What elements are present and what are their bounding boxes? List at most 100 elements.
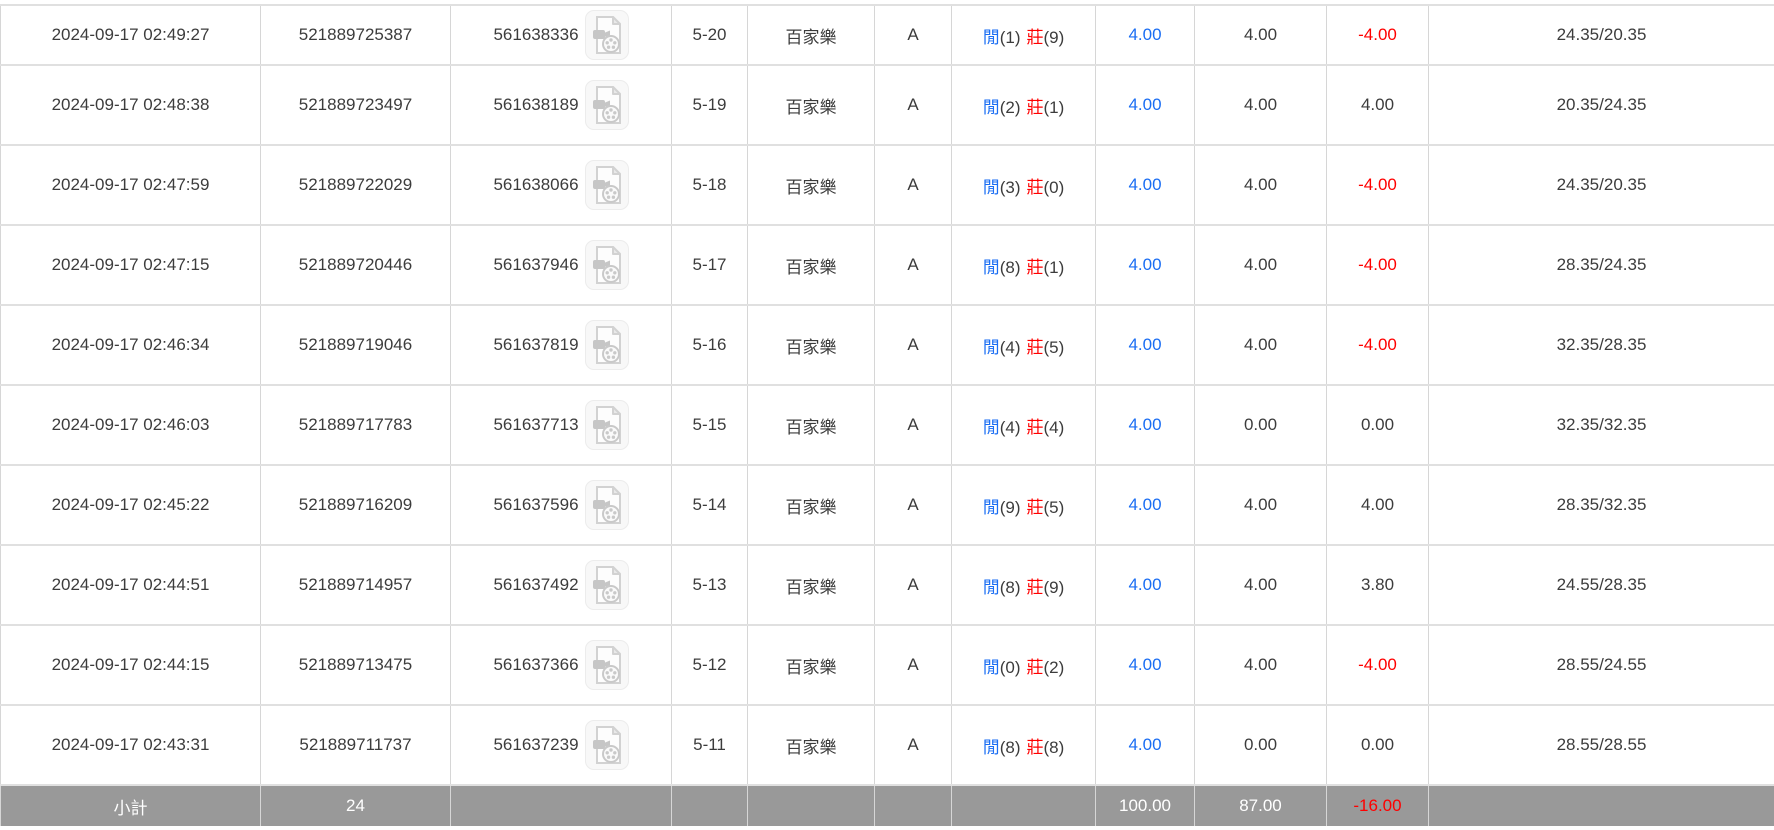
banker-result-score: (1): [1043, 257, 1065, 277]
bet-time: 2024-09-17 02:47:15: [0, 224, 261, 306]
banker-result-score: (8): [1043, 737, 1065, 757]
win-loss: -4.00: [1326, 144, 1429, 226]
subtotal-label: 小計: [0, 784, 261, 826]
win-loss: -4.00: [1326, 624, 1429, 706]
game-type: 百家樂: [747, 704, 875, 786]
game-id-cell: 561637713: [450, 384, 672, 466]
video-file-icon: [592, 486, 621, 524]
game-id-text: 561637596: [493, 495, 579, 514]
bet-time: 2024-09-17 02:45:22: [0, 464, 261, 546]
bet-time: 2024-09-17 02:44:15: [0, 624, 261, 706]
player-result-score: (0): [999, 657, 1021, 677]
balance: 28.55/24.55: [1428, 624, 1774, 706]
banker-result-score: (1): [1043, 97, 1065, 117]
game-id-text: 561637492: [493, 575, 579, 594]
balance: 32.35/32.35: [1428, 384, 1774, 466]
table-row: 2024-09-17 02:45:22 521889716209 5616375…: [0, 464, 1774, 546]
banker-result-score: (5): [1043, 497, 1065, 517]
valid-amount: 4.00: [1194, 64, 1327, 146]
round-number: 5-17: [671, 224, 748, 306]
valid-amount: 4.00: [1194, 464, 1327, 546]
video-file-icon: [592, 566, 621, 604]
subtotal-row: 小計 24 100.00 87.00 -16.00: [0, 784, 1774, 826]
valid-amount: 4.00: [1194, 144, 1327, 226]
bet-time: 2024-09-17 02:46:03: [0, 384, 261, 466]
banker-result-label: 莊: [1026, 417, 1044, 437]
game-id-text: 561637366: [493, 655, 579, 674]
balance: 28.55/28.55: [1428, 704, 1774, 786]
table-code: A: [874, 624, 952, 706]
balance: 28.35/32.35: [1428, 464, 1774, 546]
table-code: A: [874, 144, 952, 226]
game-type: 百家樂: [747, 384, 875, 466]
banker-result-score: (9): [1043, 27, 1065, 47]
game-result: 閒(0) 莊(2): [951, 624, 1096, 706]
win-loss: 4.00: [1326, 64, 1429, 146]
player-result-score: (3): [999, 177, 1021, 197]
video-replay-button[interactable]: [584, 10, 629, 60]
table-code: A: [874, 64, 952, 146]
game-result: 閒(4) 莊(4): [951, 384, 1096, 466]
game-id-cell: 561637596: [450, 464, 672, 546]
game-id-text: 561638066: [493, 175, 579, 194]
game-type: 百家樂: [747, 544, 875, 626]
round-number: 5-14: [671, 464, 748, 546]
round-number: 5-15: [671, 384, 748, 466]
balance: 32.35/28.35: [1428, 304, 1774, 386]
video-replay-button[interactable]: [584, 560, 629, 610]
banker-result-label: 莊: [1026, 337, 1044, 357]
banker-result-label: 莊: [1026, 27, 1044, 47]
game-result: 閒(8) 莊(8): [951, 704, 1096, 786]
valid-amount: 4.00: [1194, 4, 1327, 66]
game-id-cell: 561638066: [450, 144, 672, 226]
bet-amount: 4.00: [1095, 144, 1195, 226]
banker-result-label: 莊: [1026, 497, 1044, 517]
bet-time: 2024-09-17 02:43:31: [0, 704, 261, 786]
game-result: 閒(2) 莊(1): [951, 64, 1096, 146]
table-row: 2024-09-17 02:49:27 521889725387 5616383…: [0, 4, 1774, 66]
player-result-score: (9): [999, 497, 1021, 517]
win-loss: -4.00: [1326, 4, 1429, 66]
video-replay-button[interactable]: [584, 480, 629, 530]
player-result-label: 閒: [982, 577, 1000, 597]
player-result-score: (4): [999, 337, 1021, 357]
round-number: 5-12: [671, 624, 748, 706]
subtotal-bet-total: 100.00: [1095, 784, 1195, 826]
table-code: A: [874, 704, 952, 786]
video-file-icon: [592, 246, 621, 284]
player-result-score: (8): [999, 737, 1021, 757]
player-result-label: 閒: [982, 657, 1000, 677]
player-result-label: 閒: [982, 257, 1000, 277]
video-replay-button[interactable]: [584, 640, 629, 690]
banker-result-label: 莊: [1026, 177, 1044, 197]
game-id-cell: 561637946: [450, 224, 672, 306]
balance: 24.35/20.35: [1428, 4, 1774, 66]
banker-result-score: (4): [1043, 417, 1065, 437]
valid-amount: 0.00: [1194, 704, 1327, 786]
bet-amount: 4.00: [1095, 464, 1195, 546]
bet-amount: 4.00: [1095, 544, 1195, 626]
table-row: 2024-09-17 02:47:59 521889722029 5616380…: [0, 144, 1774, 226]
bet-id: 521889711737: [260, 704, 451, 786]
table-code: A: [874, 4, 952, 66]
game-id-cell: 561637492: [450, 544, 672, 626]
valid-amount: 4.00: [1194, 224, 1327, 306]
game-id-cell: 561637819: [450, 304, 672, 386]
video-replay-button[interactable]: [584, 80, 629, 130]
video-replay-button[interactable]: [584, 320, 629, 370]
subtotal-valid-total: 87.00: [1194, 784, 1327, 826]
game-type: 百家樂: [747, 224, 875, 306]
banker-result-label: 莊: [1026, 737, 1044, 757]
table-row: 2024-09-17 02:47:15 521889720446 5616379…: [0, 224, 1774, 306]
game-id-text: 561637946: [493, 255, 579, 274]
bet-id: 521889722029: [260, 144, 451, 226]
video-replay-button[interactable]: [584, 240, 629, 290]
game-id-text: 561638336: [493, 25, 579, 44]
bet-time: 2024-09-17 02:44:51: [0, 544, 261, 626]
game-result: 閒(4) 莊(5): [951, 304, 1096, 386]
game-id-text: 561637819: [493, 335, 579, 354]
video-replay-button[interactable]: [584, 160, 629, 210]
subtotal-bet-count: 24: [260, 784, 451, 826]
video-replay-button[interactable]: [584, 400, 629, 450]
video-replay-button[interactable]: [584, 720, 629, 770]
